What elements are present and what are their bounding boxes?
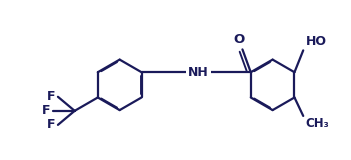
Text: F: F	[42, 104, 51, 117]
Text: CH₃: CH₃	[306, 117, 329, 130]
Text: O: O	[233, 32, 244, 46]
Text: F: F	[47, 90, 55, 103]
Text: F: F	[47, 118, 55, 131]
Text: NH: NH	[188, 66, 209, 79]
Text: HO: HO	[306, 35, 327, 48]
